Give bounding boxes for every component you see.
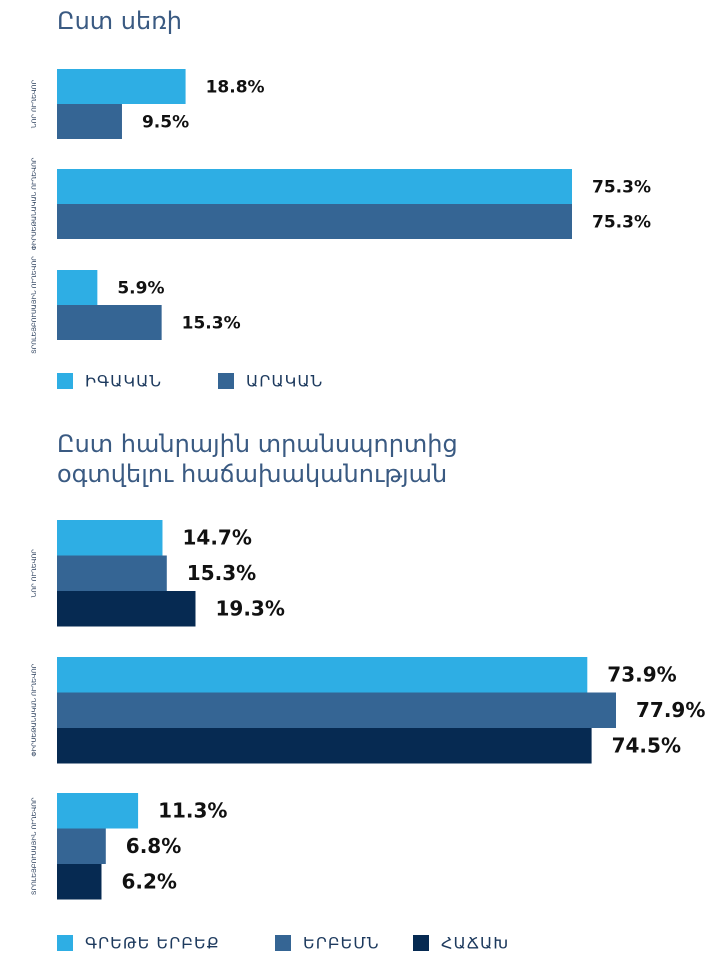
legend-swatch [413, 935, 429, 951]
bar [57, 864, 102, 900]
bar [57, 793, 139, 829]
bar [57, 657, 588, 693]
bar [57, 204, 572, 239]
legend-label: ԵՐԲԵՄՆ [303, 934, 380, 953]
bar [57, 728, 592, 764]
category-label: ՓԻՐՍԵԹԱՆԱԿԱՆ ՈՒՂԵՎՈՐ [30, 157, 38, 250]
bar [57, 104, 122, 139]
value-label: 77.9% [636, 698, 705, 722]
value-label: 75.3% [592, 178, 651, 198]
value-label: 15.3% [182, 314, 241, 334]
chart-title: Ըստ սեռի [57, 7, 182, 35]
bar [57, 270, 98, 305]
bar [57, 169, 572, 204]
category-label: ՏՐՈԼԵՅԲՈՒՍԱՅԻՆ ՈՒՂԵՎՈՐ [30, 797, 38, 895]
value-label: 75.3% [592, 213, 651, 233]
legend-label: ԳՐԵԹԵ ԵՐԲԵՔ [85, 934, 220, 953]
category-label: ՏՐՈԼԵՅԲՈՒՍԱՅԻՆ ՈՒՂԵՎՈՐ [30, 256, 38, 354]
bar [57, 591, 196, 627]
legend-swatch [57, 373, 73, 389]
legend-swatch [57, 935, 73, 951]
category-label: ՆՈՐ ՈՒՂԵՎՈՐ [30, 79, 38, 128]
category-label: ՆՈՐ ՈՒՂԵՎՈՐ [30, 549, 38, 598]
value-label: 6.2% [121, 869, 176, 893]
legend-label: ՀԱՃԱԽ [441, 934, 509, 953]
legend-label: ԱՐԱԿԱՆ [246, 372, 323, 391]
legend-swatch [218, 373, 234, 389]
legend-swatch [275, 935, 291, 951]
value-label: 6.8% [126, 834, 181, 858]
bar [57, 828, 106, 864]
value-label: 5.9% [117, 279, 164, 299]
chart-title: օգտվելու հաճախականության [57, 460, 447, 488]
legend-label: ԻԳԱԿԱՆ [85, 372, 162, 391]
value-label: 19.3% [215, 596, 284, 620]
bar [57, 520, 163, 556]
bar [57, 305, 162, 340]
bar [57, 69, 186, 104]
bar [57, 692, 616, 728]
category-label: ՓԻՐՍԵԹԱՆԱԿԱՆ ՈՒՂԵՎՈՐ [30, 663, 38, 756]
value-label: 9.5% [142, 113, 189, 133]
value-label: 74.5% [612, 733, 681, 757]
value-label: 15.3% [187, 561, 256, 585]
value-label: 73.9% [607, 662, 676, 686]
value-label: 11.3% [158, 798, 227, 822]
chart-title: Ըստ հանրային տրանսպորտից [57, 430, 458, 458]
bar [57, 555, 167, 591]
value-label: 18.8% [206, 78, 265, 98]
value-label: 14.7% [182, 525, 251, 549]
